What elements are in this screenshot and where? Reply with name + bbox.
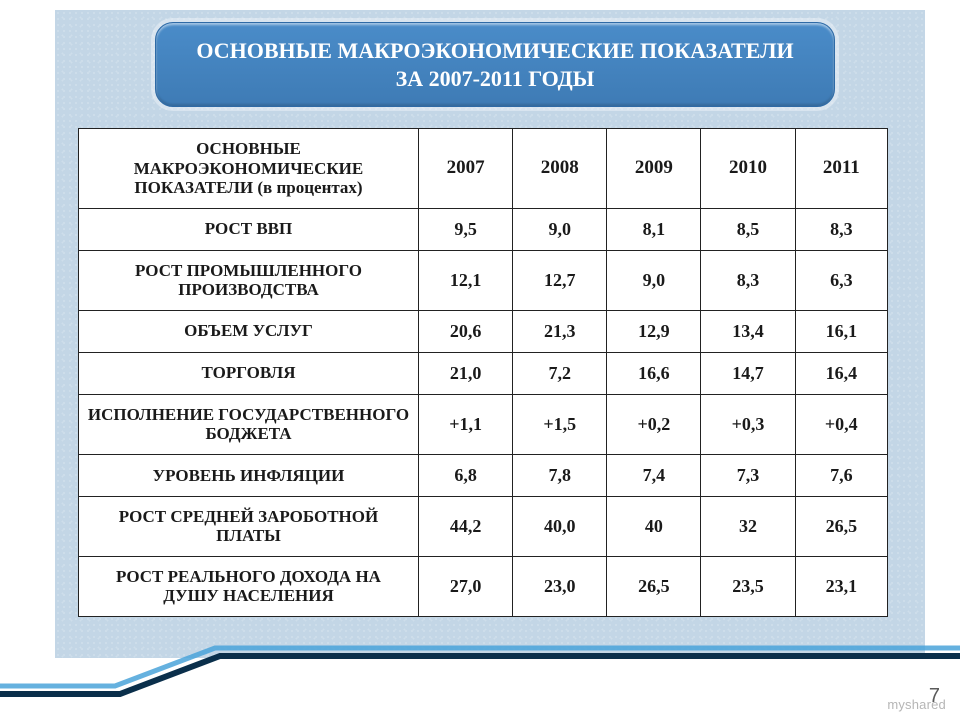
cell: 40,0: [513, 496, 607, 556]
cell: 7,8: [513, 454, 607, 496]
row-label: ИСПОЛНЕНИЕ ГОСУДАРСТВЕННОГО БОДЖЕТА: [79, 394, 419, 454]
col-2011: 2011: [795, 129, 887, 209]
col-2009: 2009: [607, 129, 701, 209]
left-blank-margin: [0, 0, 55, 720]
cell: 26,5: [795, 496, 887, 556]
table-row: ОБЪЕМ УСЛУГ20,621,312,913,416,1: [79, 310, 888, 352]
row-label: РОСТ ВВП: [79, 208, 419, 250]
title-line-1: ОСНОВНЫЕ МАКРОЭКОНОМИЧЕСКИЕ ПОКАЗАТЕЛИ: [196, 38, 793, 63]
cell: +1,1: [419, 394, 513, 454]
cell: 23,5: [701, 556, 795, 616]
cell: 6,8: [419, 454, 513, 496]
title-line-2: ЗА 2007-2011 ГОДЫ: [396, 66, 595, 91]
cell: 8,5: [701, 208, 795, 250]
cell: 7,3: [701, 454, 795, 496]
table-body: РОСТ ВВП9,59,08,18,58,3РОСТ ПРОМЫШЛЕННОГ…: [79, 208, 888, 616]
cell: 12,9: [607, 310, 701, 352]
row-label: ОБЪЕМ УСЛУГ: [79, 310, 419, 352]
cell: 7,2: [513, 352, 607, 394]
cell: 14,7: [701, 352, 795, 394]
cell: +0,2: [607, 394, 701, 454]
slide-title-pill: ОСНОВНЫЕ МАКРОЭКОНОМИЧЕСКИЕ ПОКАЗАТЕЛИ З…: [155, 22, 835, 107]
cell: 23,1: [795, 556, 887, 616]
cell: 21,3: [513, 310, 607, 352]
cell: 9,5: [419, 208, 513, 250]
cell: 12,1: [419, 250, 513, 310]
cell: 12,7: [513, 250, 607, 310]
row-label: ТОРГОВЛЯ: [79, 352, 419, 394]
table-row: РОСТ ПРОМЫШЛЕННОГО ПРОИЗВОДСТВА12,112,79…: [79, 250, 888, 310]
cell: 21,0: [419, 352, 513, 394]
cell: 16,4: [795, 352, 887, 394]
cell: 20,6: [419, 310, 513, 352]
table-header-label: ОСНОВНЫЕ МАКРОЭКОНОМИЧЕСКИЕ ПОКАЗАТЕЛИ (…: [79, 129, 419, 209]
col-2007: 2007: [419, 129, 513, 209]
row-label: УРОВЕНЬ ИНФЛЯЦИИ: [79, 454, 419, 496]
cell: 40: [607, 496, 701, 556]
cell: 8,3: [701, 250, 795, 310]
indicators-table: ОСНОВНЫЕ МАКРОЭКОНОМИЧЕСКИЕ ПОКАЗАТЕЛИ (…: [78, 128, 888, 617]
table-row: РОСТ РЕАЛЬНОГО ДОХОДА НА ДУШУ НАСЕЛЕНИЯ2…: [79, 556, 888, 616]
cell: 26,5: [607, 556, 701, 616]
table-row: УРОВЕНЬ ИНФЛЯЦИИ6,87,87,47,37,6: [79, 454, 888, 496]
cell: 7,4: [607, 454, 701, 496]
cell: 16,6: [607, 352, 701, 394]
cell: 8,3: [795, 208, 887, 250]
row-label: РОСТ ПРОМЫШЛЕННОГО ПРОИЗВОДСТВА: [79, 250, 419, 310]
cell: 7,6: [795, 454, 887, 496]
cell: 9,0: [513, 208, 607, 250]
col-2010: 2010: [701, 129, 795, 209]
cell: +0,3: [701, 394, 795, 454]
cell: +1,5: [513, 394, 607, 454]
cell: 23,0: [513, 556, 607, 616]
cell: 44,2: [419, 496, 513, 556]
cell: 9,0: [607, 250, 701, 310]
watermark: myshared: [887, 697, 946, 712]
table-row: РОСТ СРЕДНЕЙ ЗАРОБОТНОЙ ПЛАТЫ44,240,0403…: [79, 496, 888, 556]
cell: 6,3: [795, 250, 887, 310]
cell: 27,0: [419, 556, 513, 616]
table-head: ОСНОВНЫЕ МАКРОЭКОНОМИЧЕСКИЕ ПОКАЗАТЕЛИ (…: [79, 129, 888, 209]
cell: +0,4: [795, 394, 887, 454]
cell: 13,4: [701, 310, 795, 352]
row-label: РОСТ СРЕДНЕЙ ЗАРОБОТНОЙ ПЛАТЫ: [79, 496, 419, 556]
cell: 32: [701, 496, 795, 556]
cell: 8,1: [607, 208, 701, 250]
table-row: ТОРГОВЛЯ21,07,216,614,716,4: [79, 352, 888, 394]
table-row: ИСПОЛНЕНИЕ ГОСУДАРСТВЕННОГО БОДЖЕТА+1,1+…: [79, 394, 888, 454]
cell: 16,1: [795, 310, 887, 352]
table-row: РОСТ ВВП9,59,08,18,58,3: [79, 208, 888, 250]
row-label: РОСТ РЕАЛЬНОГО ДОХОДА НА ДУШУ НАСЕЛЕНИЯ: [79, 556, 419, 616]
col-2008: 2008: [513, 129, 607, 209]
